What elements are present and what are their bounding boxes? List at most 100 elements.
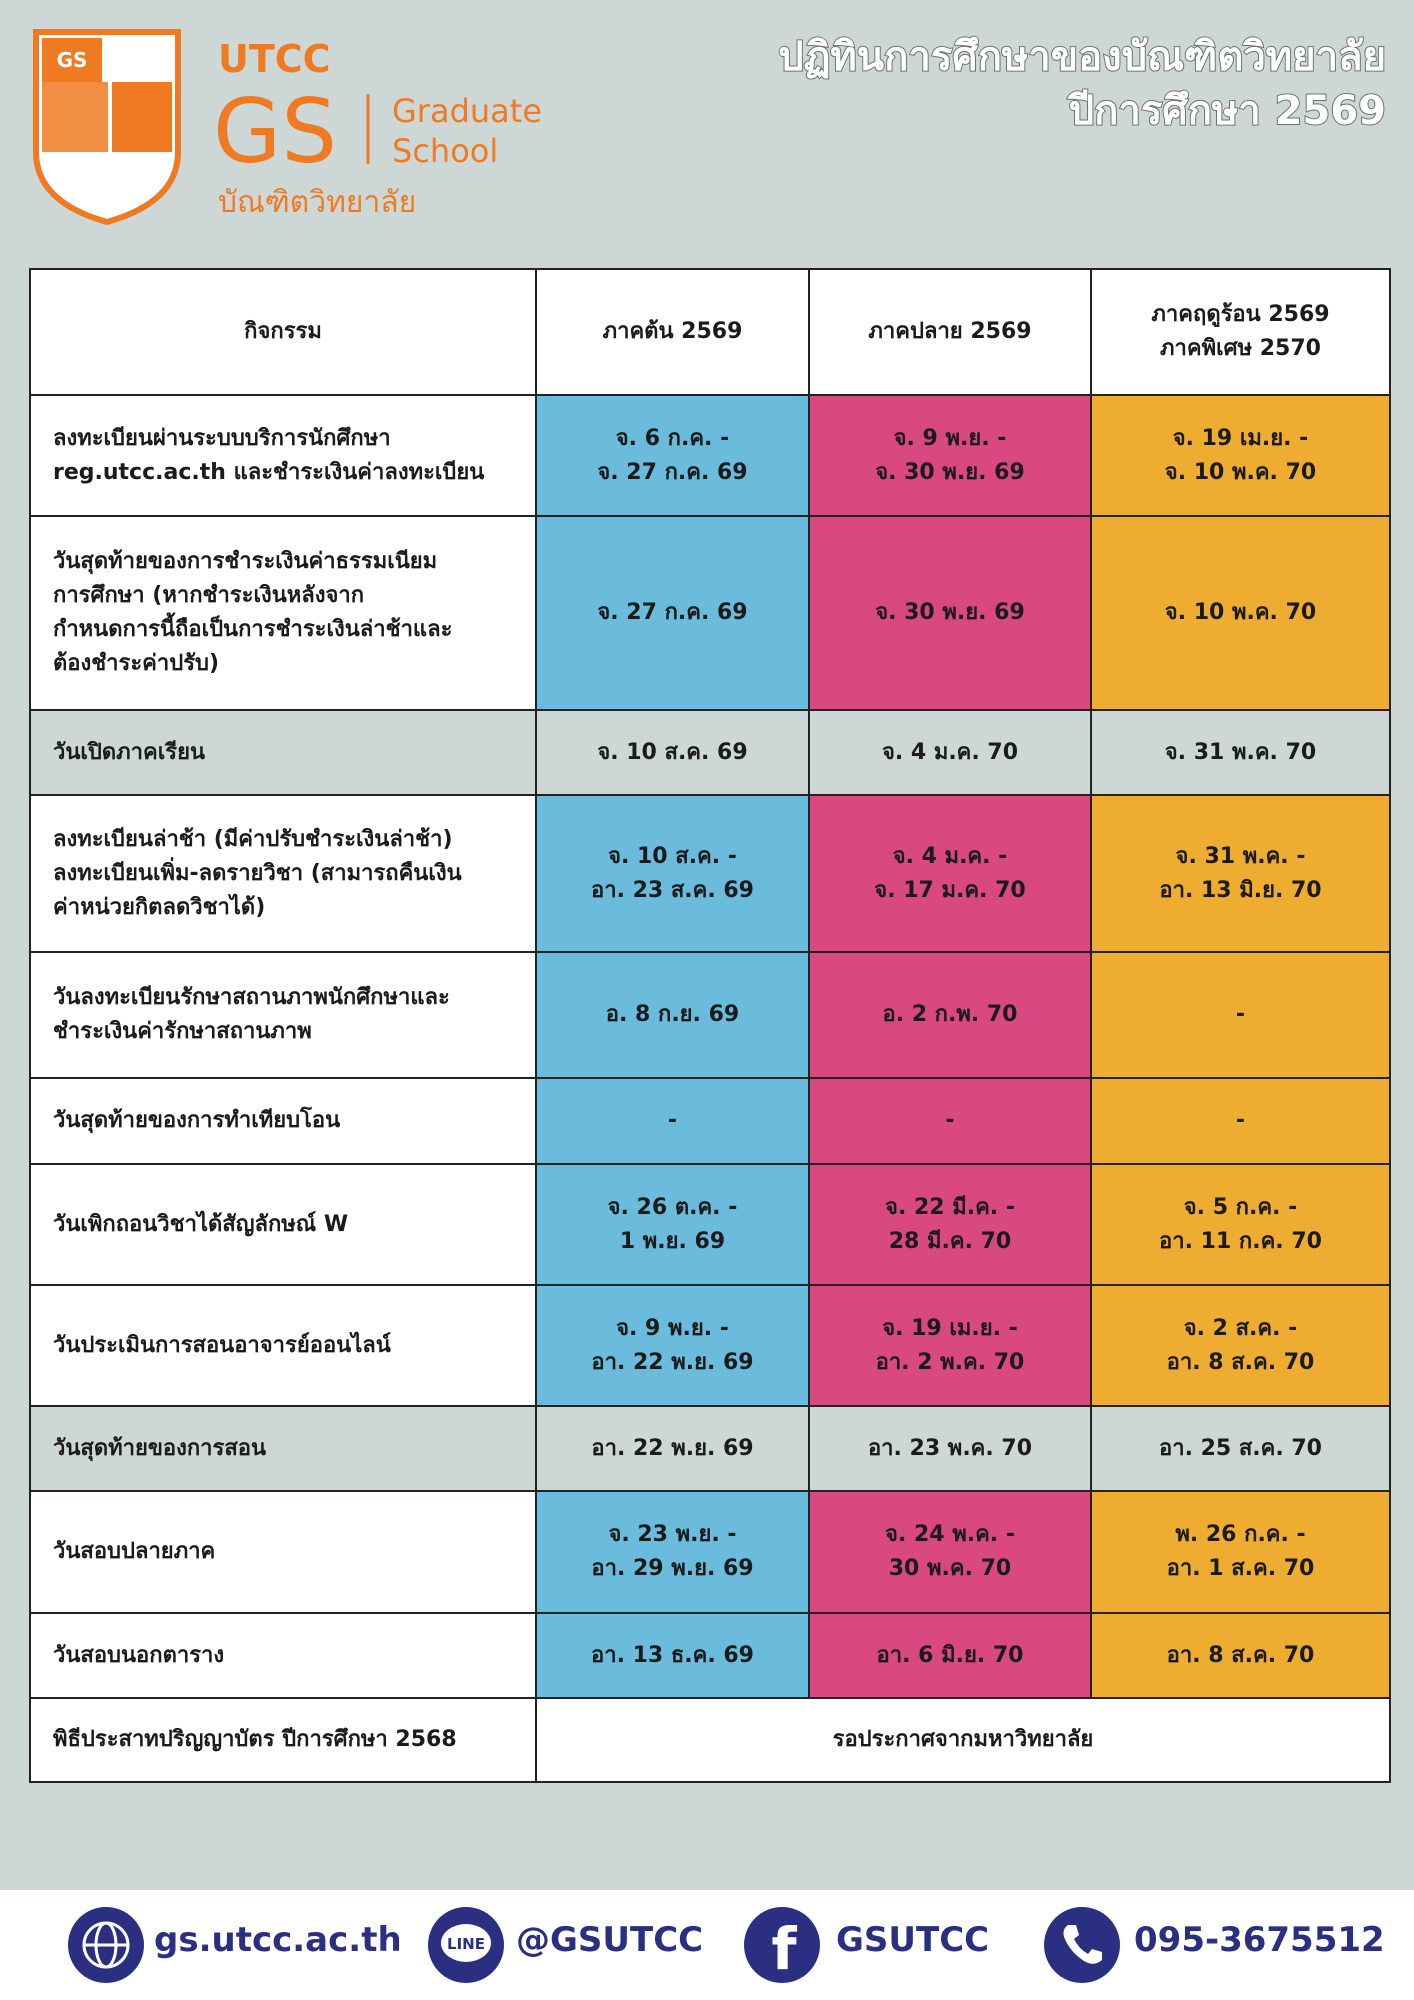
- cell-line: จ. 30 พ.ย. 69: [875, 600, 1025, 625]
- date-cell: จ. 31 พ.ค. 70: [1090, 709, 1391, 796]
- cell-line: ภาคฤดูร้อน 2569: [1151, 302, 1330, 327]
- cell-line: จ. 19 เม.ย. -: [1172, 425, 1309, 451]
- cell-line: จ. 10 พ.ค. 70: [1164, 600, 1317, 625]
- cell-line: อา. 2 พ.ค. 70: [875, 1349, 1025, 1375]
- row: วันลงทะเบียนรักษาสถานภาพนักศึกษาและ ชำระเ…: [29, 951, 1391, 1079]
- facebook-icon: f: [744, 1907, 820, 1983]
- cell-line: อ. 2 ก.พ. 70: [882, 1002, 1018, 1027]
- cell-line: 30 พ.ค. 70: [888, 1556, 1012, 1581]
- date-cell: จ. 10 ส.ค. 69: [535, 709, 810, 796]
- date-cell: -: [808, 1077, 1092, 1165]
- cell-line: กิจกรรม: [244, 319, 322, 344]
- date-cell: จ. 26 ต.ค. - 1 พ.ย. 69: [535, 1163, 810, 1286]
- cell-line: reg.utcc.ac.th และชำระเงินค่าลงทะเบียน: [53, 459, 485, 485]
- title: ปฏิทินการศึกษาของบัณฑิตวิทยาลัย ปีการศึก…: [777, 30, 1387, 138]
- date-cell: จ. 23 พ.ย. - อา. 29 พ.ย. 69: [535, 1490, 810, 1614]
- header-row: กิจกรรม ภาคต้น 2569 ภาคปลาย 2569 ภาคฤดูร้อน…: [29, 268, 1391, 396]
- row: วันเปิดภาคเรียน จ. 10 ส.ค. 69 จ. 4 ม.ค. 70…: [29, 709, 1391, 796]
- logo-school: School: [392, 132, 498, 170]
- cell-line: จ. 10 ส.ค. 69: [597, 739, 748, 765]
- header-cell: ภาคต้น 2569: [535, 268, 810, 396]
- shield-part: [42, 82, 108, 152]
- cell-line: ชำระเงินค่ารักษาสถานภาพ: [53, 1019, 312, 1044]
- date-cell: พ. 26 ก.ค. - อา. 1 ส.ค. 70: [1090, 1490, 1391, 1614]
- header-cell: ภาคฤดูร้อน 2569 ภาคพิเศษ 2570: [1090, 268, 1391, 396]
- cell-line: จ. 17 ม.ค. 70: [874, 877, 1026, 903]
- cell-line: จ. 27 ก.ค. 69: [597, 600, 748, 625]
- row: วันประเมินการสอนอาจารย์ออนไลน์ จ. 9 พ.ย. …: [29, 1284, 1391, 1407]
- cell-line: -: [1235, 1002, 1246, 1027]
- date-cell: -: [1090, 951, 1391, 1079]
- cell-line: อา. 8 ส.ค. 70: [1166, 1642, 1315, 1668]
- cell-line: อา. 8 ส.ค. 70: [1166, 1349, 1315, 1375]
- logo-utcc: UTCC: [218, 37, 331, 81]
- cell-line: ลงทะเบียนผ่านระบบบริการนักศึกษา: [53, 425, 391, 451]
- date-cell: จ. 9 พ.ย. - อา. 22 พ.ย. 69: [535, 1284, 810, 1407]
- cell-line: รอประกาศจากมหาวิทยาลัย: [832, 1727, 1094, 1752]
- cell-line: จ. 10 ส.ค. -: [608, 843, 737, 869]
- date-cell: จ. 19 เม.ย. - จ. 10 พ.ค. 70: [1090, 394, 1391, 517]
- cell-line: จ. 22 มี.ค. -: [885, 1194, 1015, 1220]
- date-cell: อา. 22 พ.ย. 69: [535, 1405, 810, 1492]
- activity-cell: วันเปิดภาคเรียน: [29, 709, 537, 796]
- date-cell: จ. 10 พ.ค. 70: [1090, 515, 1391, 711]
- date-cell: อา. 6 มิ.ย. 70: [808, 1612, 1092, 1699]
- web-icon: [68, 1907, 144, 1983]
- date-cell: จ. 6 ก.ค. - จ. 27 ก.ค. 69: [535, 394, 810, 517]
- shield-part: [112, 82, 172, 152]
- cell-line: อา. 29 พ.ย. 69: [591, 1556, 754, 1581]
- cell-line: ภาคพิเศษ 2570: [1160, 336, 1321, 361]
- cell-line: อา. 11 ก.ค. 70: [1159, 1228, 1322, 1254]
- row: วันสอบนอกตาราง อา. 13 ธ.ค. 69 อา. 6 มิ.ย. …: [29, 1612, 1391, 1699]
- activity-cell: วันสุดท้ายของการสอน: [29, 1405, 537, 1492]
- logo-gs: GS: [213, 80, 337, 183]
- cell-line: วันสุดท้ายของการชำระเงินค่าธรรมเนียม: [53, 549, 438, 574]
- cell-line: จ. 9 พ.ย. -: [616, 1315, 729, 1341]
- date-cell: อา. 8 ส.ค. 70: [1090, 1612, 1391, 1699]
- cell-line: วันเพิกถอนวิชาได้สัญลักษณ์ W: [53, 1211, 349, 1237]
- cell-line: อ. 8 ก.ย. 69: [605, 1002, 740, 1027]
- cell-line: -: [1235, 1108, 1246, 1133]
- calendar-table: กิจกรรม ภาคต้น 2569 ภาคปลาย 2569 ภาคฤดูร้อน…: [29, 268, 1391, 1783]
- date-cell: -: [1090, 1077, 1391, 1165]
- row: พิธีประสาทปริญญาบัตร ปีการศึกษา 2568 รอปร…: [29, 1697, 1391, 1783]
- date-cell: จ. 5 ก.ค. - อา. 11 ก.ค. 70: [1090, 1163, 1391, 1286]
- cell-line: การศึกษา (หากชำระเงินหลังจาก: [53, 583, 365, 608]
- date-cell: -: [535, 1077, 810, 1165]
- cell-line: วันสอบนอกตาราง: [53, 1642, 225, 1668]
- row: วันสุดท้ายของการชำระเงินค่าธรรมเนียมการศ…: [29, 515, 1391, 711]
- row: ลงทะเบียนล่าช้า (มีค่าปรับชำระเงินล่าช้า…: [29, 794, 1391, 953]
- date-cell: จ. 9 พ.ย. - จ. 30 พ.ย. 69: [808, 394, 1092, 517]
- cell-line: อา. 22 พ.ย. 69: [591, 1435, 754, 1461]
- cell-line: อา. 13 มิ.ย. 70: [1159, 877, 1322, 903]
- cell-line: จ. 2 ส.ค. -: [1183, 1315, 1298, 1341]
- cell-line: อา. 1 ส.ค. 70: [1166, 1556, 1315, 1581]
- row: วันสอบปลายภาค จ. 23 พ.ย. - อา. 29 พ.ย. 69 จ…: [29, 1490, 1391, 1614]
- cell-line: อา. 23 ส.ค. 69: [591, 877, 754, 903]
- logo-graduate: Graduate: [392, 92, 542, 130]
- cell-line: จ. 23 พ.ย. -: [608, 1522, 737, 1547]
- cell-line: จ. 9 พ.ย. -: [893, 425, 1007, 451]
- cell-line: 28 มี.ค. 70: [888, 1228, 1012, 1254]
- row: วันเพิกถอนวิชาได้สัญลักษณ์ W จ. 26 ต.ค. -…: [29, 1163, 1391, 1286]
- logo-badge: GS: [57, 48, 88, 72]
- cell-line: -: [945, 1108, 955, 1133]
- activity-cell: วันประเมินการสอนอาจารย์ออนไลน์: [29, 1284, 537, 1407]
- cell-line: พ. 26 ก.ค. -: [1175, 1522, 1306, 1547]
- date-cell: อ. 8 ก.ย. 69: [535, 951, 810, 1079]
- activity-cell: ลงทะเบียนผ่านระบบบริการนักศึกษา reg.utcc.…: [29, 394, 537, 517]
- date-cell: อา. 25 ส.ค. 70: [1090, 1405, 1391, 1492]
- cell-line: วันเปิดภาคเรียน: [53, 739, 206, 765]
- title-line: ปีการศึกษา 2569: [1068, 87, 1387, 135]
- cell-line: ภาคต้น 2569: [602, 319, 743, 344]
- date-cell: จ. 22 มี.ค. - 28 มี.ค. 70: [808, 1163, 1092, 1286]
- cell-line: ต้องชำระค่าปรับ): [53, 651, 220, 676]
- date-cell: จ. 10 ส.ค. - อา. 23 ส.ค. 69: [535, 794, 810, 953]
- date-cell: อ. 2 ก.พ. 70: [808, 951, 1092, 1079]
- date-cell: จ. 31 พ.ค. - อา. 13 มิ.ย. 70: [1090, 794, 1391, 953]
- cell-line: จ. 31 พ.ค. -: [1175, 843, 1306, 869]
- facebook-icon-text: f: [771, 1915, 797, 1983]
- activity-cell: วันสุดท้ายของการทำเทียบโอน: [29, 1077, 537, 1165]
- cell-line: อา. 23 พ.ค. 70: [867, 1435, 1033, 1461]
